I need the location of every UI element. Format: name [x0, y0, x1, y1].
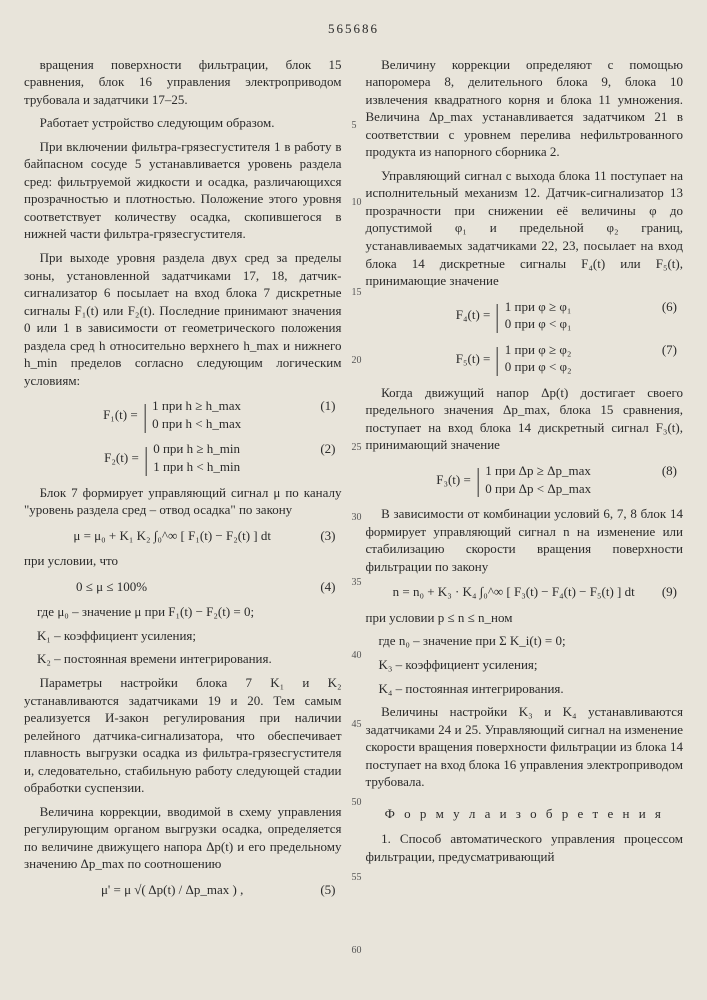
- para: вращения поверхности фильтрации, блок 15…: [24, 56, 342, 109]
- where-line: K₁ – коэффициент усиления;: [37, 627, 342, 645]
- eq-lhs: F₂(t) =: [104, 449, 139, 467]
- where-line: где μ₀ – значение μ при F₁(t) − F₂(t) = …: [37, 603, 342, 621]
- line-number: 45: [352, 718, 362, 732]
- equation-9: n = n₀ + K₃ · K₄ ∫₀^∞ [ F₃(t) − F₄(t) − …: [366, 583, 684, 601]
- eq-case: 0 при φ < φ₁: [505, 315, 572, 333]
- para: Параметры настройки блока 7 K₁ и K₂ уста…: [24, 674, 342, 797]
- two-column-layout: вращения поверхности фильтрации, блок 15…: [24, 56, 683, 907]
- eq-case: 1 при φ ≥ φ₁: [505, 298, 572, 316]
- brace-icon: |: [496, 344, 500, 373]
- eq-number: (3): [320, 527, 335, 545]
- equation-4: 0 ≤ μ ≤ 100% (4): [76, 578, 342, 596]
- brace-icon: |: [496, 301, 500, 330]
- equation-3: μ = μ₀ + K₁ K₂ ∫₀^∞ [ F₁(t) − F₂(t) ] dt…: [24, 527, 342, 545]
- eq-lhs: F₃(t) =: [436, 471, 471, 489]
- equation-1: F₁(t) = | 1 при h ≥ h_max 0 при h < h_ma…: [24, 397, 342, 432]
- line-number: 55: [352, 871, 362, 885]
- where-line: K₂ – постоянная времени интегрирования.: [37, 650, 342, 668]
- eq-body: 0 ≤ μ ≤ 100%: [76, 579, 147, 594]
- eq-case: 1 при Δp ≥ Δp_max: [485, 462, 591, 480]
- equation-5: μ' = μ √( Δp(t) / Δp_max ) , (5): [24, 881, 342, 899]
- eq-case: 1 при h ≥ h_max: [152, 397, 241, 415]
- line-number: 5: [352, 119, 357, 133]
- where-line: где n₀ – значение при Σ K_i(t) = 0;: [379, 632, 684, 650]
- eq-number: (8): [662, 462, 677, 480]
- line-number: 10: [352, 196, 362, 210]
- eq-number: (6): [662, 298, 677, 316]
- para: Величины настройки K₃ и K₄ устанавливают…: [366, 703, 684, 791]
- eq-case: 0 при Δp < Δp_max: [485, 480, 591, 498]
- brace-icon: |: [144, 444, 148, 473]
- eq-number: (7): [662, 341, 677, 359]
- line-number: 30: [352, 511, 362, 525]
- line-number: 25: [352, 441, 362, 455]
- para: Величину коррекции определяют с помощью …: [366, 56, 684, 161]
- para: В зависимости от комбинации условий 6, 7…: [366, 505, 684, 575]
- eq-lhs: F₅(t) =: [456, 350, 491, 368]
- eq-body: μ = μ₀ + K₁ K₂ ∫₀^∞ [ F₁(t) − F₂(t) ] dt: [73, 528, 271, 543]
- formula-of-invention-title: Ф о р м у л а и з о б р е т е н и я: [366, 805, 684, 823]
- right-column: 5 10 15 20 25 30 35 40 45 50 55 60 Велич…: [366, 56, 684, 907]
- brace-icon: |: [476, 465, 480, 494]
- eq-lhs: F₄(t) =: [456, 306, 491, 324]
- para: Величина коррекции, вводимой в схему упр…: [24, 803, 342, 873]
- eq-case: 0 при h ≥ h_min: [153, 440, 240, 458]
- para: Блок 7 формирует управляющий сигнал μ по…: [24, 484, 342, 519]
- line-number: 20: [352, 354, 362, 368]
- equation-2: F₂(t) = | 0 при h ≥ h_min 1 при h < h_mi…: [24, 440, 342, 475]
- eq-lhs: F₁(t) =: [103, 406, 138, 424]
- eq-case: 0 при φ < φ₂: [505, 358, 572, 376]
- eq-number: (4): [320, 578, 335, 596]
- line-number: 40: [352, 649, 362, 663]
- para: Управляющий сигнал с выхода блока 11 пос…: [366, 167, 684, 290]
- para: при условии p ≤ n ≤ n_ном: [366, 609, 684, 627]
- brace-icon: |: [143, 401, 147, 430]
- line-number: 50: [352, 796, 362, 810]
- left-column: вращения поверхности фильтрации, блок 15…: [24, 56, 342, 907]
- eq-case: 0 при h < h_max: [152, 415, 241, 433]
- eq-number: (2): [320, 440, 335, 458]
- where-line: K₃ – коэффициент усиления;: [379, 656, 684, 674]
- eq-body: μ' = μ √( Δp(t) / Δp_max ) ,: [101, 882, 243, 897]
- equation-7: F₅(t) = | 1 при φ ≥ φ₂ 0 при φ < φ₂ (7): [366, 341, 684, 376]
- eq-case: 1 при φ ≥ φ₂: [505, 341, 572, 359]
- line-number: 35: [352, 576, 362, 590]
- para: При выходе уровня раздела двух сред за п…: [24, 249, 342, 389]
- eq-number: (1): [320, 397, 335, 415]
- line-number: 15: [352, 286, 362, 300]
- eq-number: (5): [320, 881, 335, 899]
- eq-body: n = n₀ + K₃ · K₄ ∫₀^∞ [ F₃(t) − F₄(t) − …: [393, 584, 635, 599]
- line-number: 60: [352, 944, 362, 958]
- para: При включении фильтра-грязесгустителя 1 …: [24, 138, 342, 243]
- para: Работает устройство следующим образом.: [24, 114, 342, 132]
- para: 1. Способ автоматического управления про…: [366, 830, 684, 865]
- where-line: K₄ – постоянная интегрирования.: [379, 680, 684, 698]
- eq-case: 1 при h < h_min: [153, 458, 240, 476]
- para: при условии, что: [24, 552, 342, 570]
- equation-8: F₃(t) = | 1 при Δp ≥ Δp_max 0 при Δp < Δ…: [366, 462, 684, 497]
- equation-6: F₄(t) = | 1 при φ ≥ φ₁ 0 при φ < φ₁ (6): [366, 298, 684, 333]
- eq-number: (9): [662, 583, 677, 601]
- page-number: 565686: [24, 20, 683, 38]
- para: Когда движущий напор Δp(t) достигает сво…: [366, 384, 684, 454]
